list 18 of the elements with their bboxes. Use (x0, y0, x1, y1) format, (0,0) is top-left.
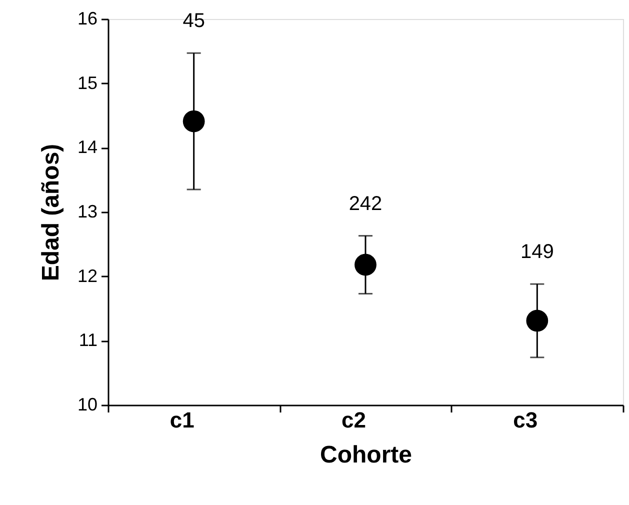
y-tick-label: 16 (77, 8, 98, 28)
x-tick-label: c1 (170, 408, 194, 432)
x-tick-label: c2 (342, 408, 366, 432)
y-tick-label: 13 (77, 202, 98, 222)
x-tick-label: c3 (513, 408, 538, 432)
annotation: 45 (182, 10, 205, 32)
y-tick-label: 14 (77, 137, 98, 158)
point (354, 254, 376, 276)
point (526, 310, 548, 332)
y-tick-label: 12 (77, 266, 98, 286)
y-axis-title: Edad (años) (37, 144, 64, 282)
point (182, 110, 205, 132)
y-tick-label: 15 (77, 72, 98, 93)
y-tick-label: 11 (78, 330, 98, 350)
x-axis-title: Cohorte (320, 442, 412, 468)
y-tick-label: 10 (77, 394, 98, 414)
annotation: 149 (520, 241, 554, 264)
annotation: 242 (348, 192, 382, 215)
